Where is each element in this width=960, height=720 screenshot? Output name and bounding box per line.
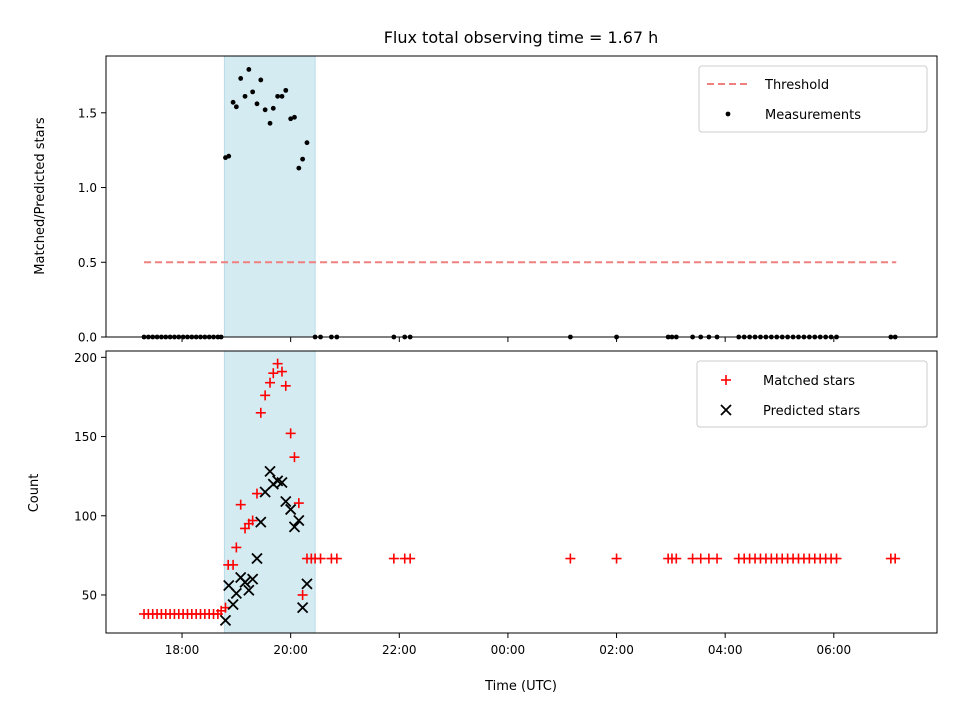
- measurement-point: [242, 93, 248, 99]
- measurement-point: [296, 165, 302, 171]
- bottom-legend: Matched stars Predicted stars: [696, 360, 928, 428]
- matched-star-point: [228, 559, 239, 570]
- matched-star-point: [251, 488, 262, 499]
- measurement-point: [262, 107, 268, 113]
- x-tick-label: 00:00: [491, 643, 526, 657]
- x-tick-label: 02:00: [599, 643, 634, 657]
- measurement-point: [275, 93, 281, 99]
- matched-star-point: [280, 380, 291, 391]
- legend-matched-label: Matched stars: [763, 374, 855, 389]
- observing-window-span: [223, 55, 316, 338]
- measurement-point: [246, 67, 252, 72]
- matched-star-point: [255, 407, 266, 418]
- legend-measurements-swatch: [725, 111, 731, 117]
- measurement-point: [254, 101, 260, 107]
- measurement-point: [238, 76, 244, 81]
- matched-star-point: [831, 553, 842, 564]
- y-tick-label: 1.0: [78, 181, 97, 195]
- predicted-star-point: [239, 576, 251, 588]
- measurement-point: [300, 156, 306, 162]
- bottom-y-axis-label: Count: [27, 474, 42, 513]
- top-y-axis-label: Matched/Predicted stars: [33, 117, 48, 275]
- observing-window-span: [223, 350, 316, 634]
- predicted-star-point: [247, 573, 259, 585]
- measurement-point: [267, 120, 273, 126]
- predicted-star-point: [280, 495, 292, 508]
- matched-star-point: [285, 428, 296, 439]
- matched-star-point: [260, 390, 271, 401]
- matched-star-point: [297, 589, 308, 600]
- predicted-star-point: [293, 514, 305, 527]
- legend-predicted-swatch: [720, 404, 732, 416]
- matched-star-point: [265, 377, 276, 388]
- matched-star-point: [315, 553, 326, 564]
- predicted-star-point: [243, 584, 255, 596]
- predicted-star-point: [230, 587, 242, 600]
- x-tick-label: 04:00: [708, 643, 743, 657]
- measurement-point: [279, 93, 285, 99]
- y-tick-label: 50: [82, 588, 97, 602]
- predicted-star-point: [255, 516, 267, 528]
- top-legend: Threshold Measurements: [698, 65, 928, 133]
- y-tick-label: 1.5: [78, 106, 97, 120]
- measurement-point: [233, 104, 239, 110]
- predicted-star-point: [301, 578, 313, 590]
- legend-predicted-label: Predicted stars: [763, 404, 860, 419]
- matched-star-point: [388, 553, 399, 564]
- matched-star-point: [276, 366, 287, 377]
- chart-title: Flux total observing time = 1.67 h: [384, 28, 659, 47]
- plot-frame: [105, 55, 938, 338]
- matched-star-point: [565, 553, 576, 564]
- x-axis-label: Time (UTC): [484, 679, 557, 694]
- predicted-star-point: [288, 521, 301, 533]
- measurement-point: [304, 140, 310, 146]
- y-tick-label: 0.0: [78, 331, 97, 345]
- predicted-star-point: [251, 552, 263, 565]
- matched-star-point: [289, 452, 300, 463]
- legend-box: [698, 65, 928, 133]
- matched-star-point: [671, 553, 682, 564]
- x-tick-label: 06:00: [817, 643, 852, 657]
- matched-star-point: [235, 499, 246, 510]
- measurement-point: [226, 153, 232, 159]
- x-tick-label: 20:00: [273, 643, 308, 657]
- matched-star-point: [231, 542, 242, 553]
- matched-star-point: [405, 553, 416, 564]
- matched-star-point: [890, 553, 901, 564]
- top-panel: 0.0 0.5 1.0 1.5 Threshold Measurements: [78, 55, 938, 345]
- matched-star-point: [712, 553, 723, 564]
- x-tick-label: 18:00: [165, 643, 200, 657]
- legend-box: [696, 360, 928, 428]
- measurement-point: [258, 77, 264, 83]
- legend-threshold-label: Threshold: [764, 78, 829, 93]
- predicted-star-point: [264, 465, 276, 478]
- predicted-star-point: [296, 602, 309, 614]
- matched-star-point: [272, 358, 283, 369]
- matched-star-point: [611, 553, 622, 564]
- measurement-point: [230, 99, 236, 105]
- legend-measurements-label: Measurements: [765, 108, 861, 123]
- predicted-star-point: [227, 598, 239, 611]
- measurement-point: [283, 87, 289, 93]
- bottom-panel: 50 100 150 200 18:00 20:00 22:00 00:00 02:00 04:0…: [74, 350, 938, 657]
- y-tick-label: 200: [74, 351, 97, 365]
- measurement-point: [292, 114, 297, 120]
- measurement-point: [250, 89, 256, 95]
- predicted-star-point: [285, 503, 297, 516]
- predicted-star-point: [276, 476, 288, 489]
- matched-star-point: [331, 553, 342, 564]
- legend-matched-swatch: [721, 375, 731, 385]
- y-tick-label: 0.5: [78, 256, 97, 270]
- measurement-point: [288, 116, 294, 122]
- plot-frame: [105, 350, 938, 634]
- matched-star-point: [268, 368, 279, 379]
- predicted-star-point: [219, 614, 232, 626]
- matched-star-point: [293, 498, 304, 509]
- measurement-point: [270, 105, 276, 111]
- y-tick-label: 100: [74, 509, 97, 523]
- x-tick-label: 22:00: [382, 643, 417, 657]
- y-tick-label: 150: [74, 430, 97, 444]
- matched-star-point: [247, 515, 258, 526]
